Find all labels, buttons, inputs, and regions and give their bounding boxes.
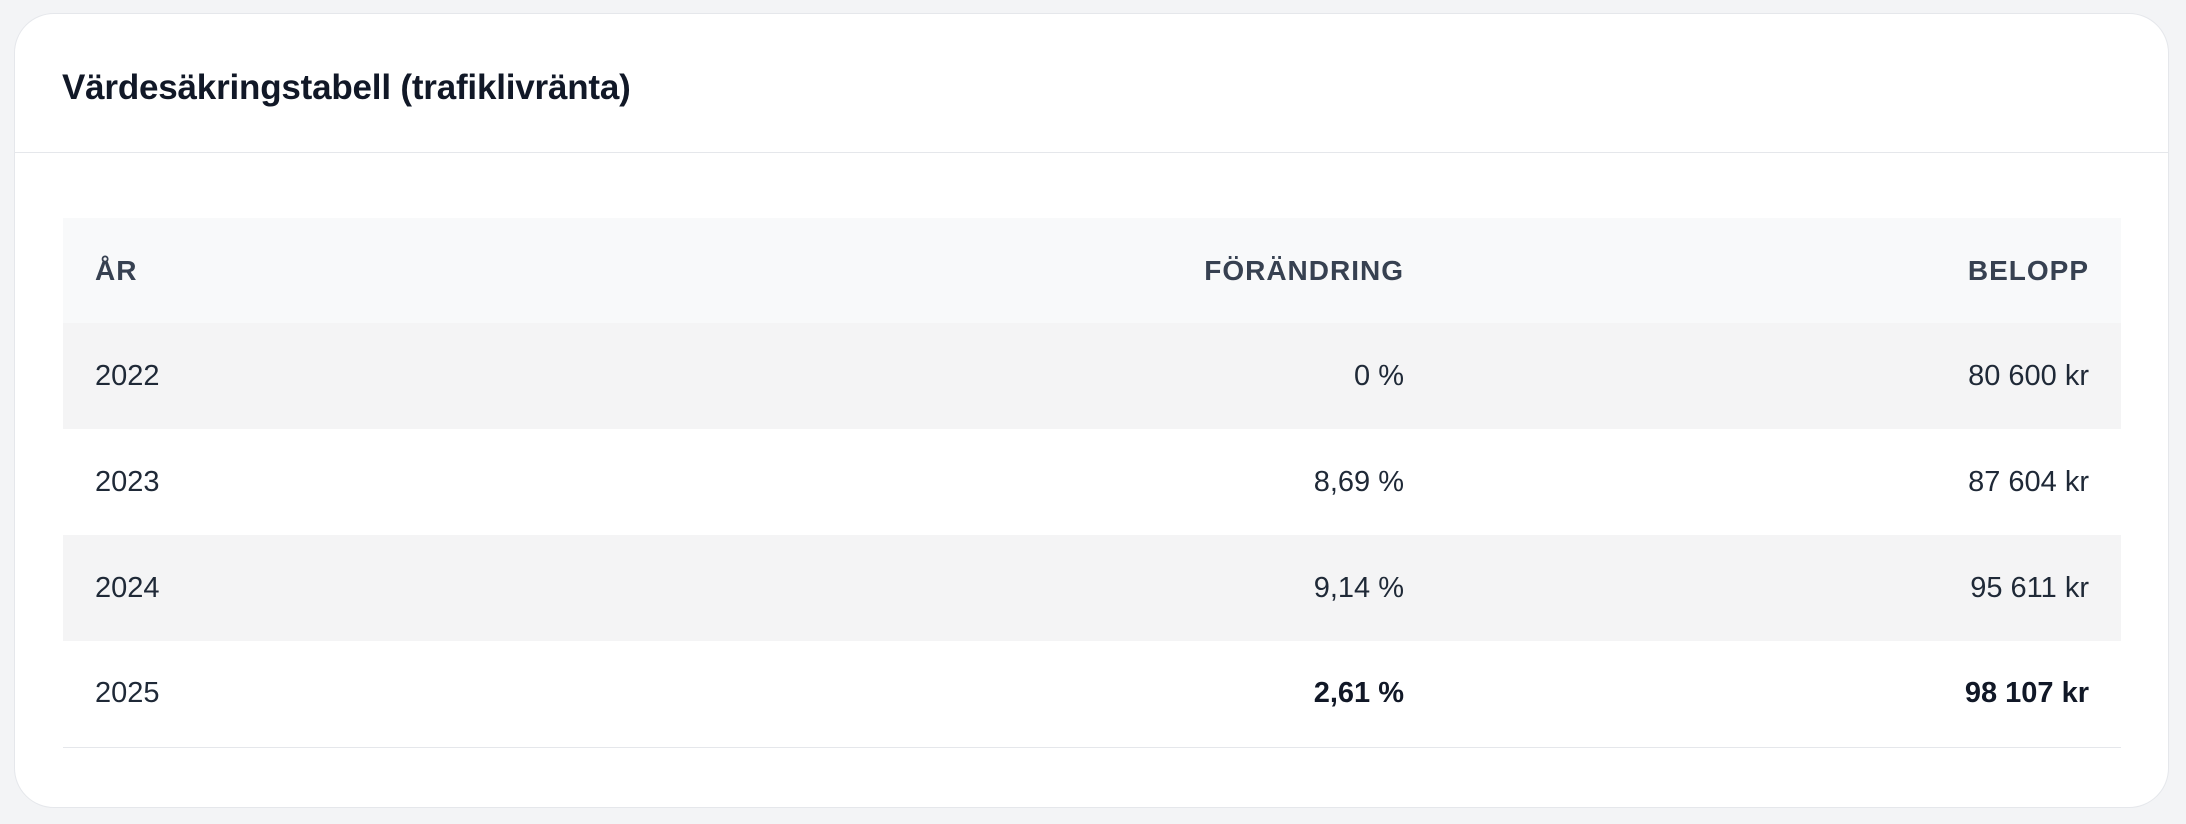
table-header: ÅR FÖRÄNDRING BELOPP (63, 218, 2121, 323)
column-header-year: ÅR (95, 254, 138, 286)
valuation-table-card: Värdesäkringstabell (trafiklivränta) ÅR … (14, 13, 2169, 808)
cell-year: 2024 (95, 571, 160, 604)
cell-amount: 80 600 kr (1968, 359, 2089, 392)
cell-change: 9,14 % (1313, 571, 1404, 604)
cell-change: 8,69 % (1313, 465, 1404, 498)
column-header-change: FÖRÄNDRING (1204, 254, 1404, 286)
table-header-row: ÅR FÖRÄNDRING BELOPP (63, 218, 2121, 323)
table-row: 2022 0 % 80 600 kr (63, 323, 2121, 429)
table-row: 2024 9,14 % 95 611 kr (63, 535, 2121, 641)
cell-change: 2,61 % (1313, 677, 1404, 710)
cell-year: 2022 (95, 359, 160, 392)
table-container: ÅR FÖRÄNDRING BELOPP 2022 0 % 80 600 kr … (63, 218, 2121, 748)
column-header-amount: BELOPP (1967, 254, 2089, 286)
table-body: 2022 0 % 80 600 kr 2023 8,69 % 87 604 kr… (63, 323, 2121, 747)
cell-amount: 95 611 kr (1970, 571, 2089, 604)
card-header: Värdesäkringstabell (trafiklivränta) (15, 14, 2168, 153)
cell-amount: 98 107 kr (1964, 677, 2089, 710)
cell-year: 2023 (95, 465, 160, 498)
table-row-current: 2025 2,61 % 98 107 kr (63, 641, 2121, 747)
card-title: Värdesäkringstabell (trafiklivränta) (62, 68, 631, 107)
table-row: 2023 8,69 % 87 604 kr (63, 429, 2121, 535)
cell-amount: 87 604 kr (1968, 465, 2089, 498)
indexation-table: ÅR FÖRÄNDRING BELOPP 2022 0 % 80 600 kr … (63, 218, 2121, 748)
cell-change: 0 % (1354, 359, 1404, 392)
cell-year: 2025 (95, 677, 160, 710)
